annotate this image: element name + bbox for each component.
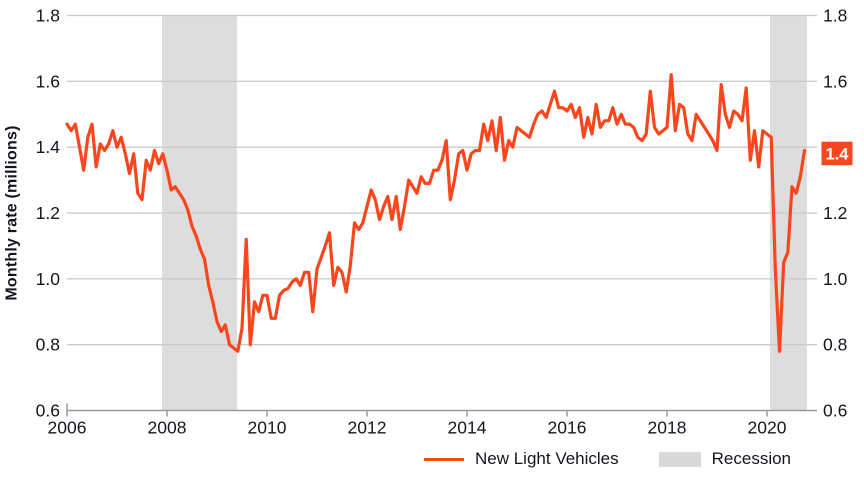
x-tick-label: 2016 <box>548 418 587 438</box>
legend-line-swatch <box>424 457 464 461</box>
y-tick-label-right: 0.8 <box>823 335 847 355</box>
y-tick-label-right: 1.8 <box>823 6 847 26</box>
x-tick-label: 2012 <box>348 418 387 438</box>
series-line <box>65 73 807 353</box>
y-tick-label-left: 0.6 <box>36 401 60 421</box>
x-tick-label: 2014 <box>448 418 487 438</box>
y-tick-label-left: 1.2 <box>36 203 60 223</box>
y-tick-label-right: 1.6 <box>823 71 847 91</box>
legend-series-label: New Light Vehicles <box>475 449 619 468</box>
x-tick-label: 2008 <box>148 418 187 438</box>
legend-recession-swatch <box>658 451 701 467</box>
y-tick-label-left: 0.8 <box>36 335 60 355</box>
y-tick-label-left: 1.0 <box>36 269 61 289</box>
x-tick-label: 2018 <box>648 418 687 438</box>
y-tick-label-right: 0.6 <box>823 401 847 421</box>
x-tick-label: 2010 <box>248 418 287 438</box>
legend: New Light Vehicles Recession <box>424 449 791 469</box>
y-tick-label-right: 1.0 <box>823 269 848 289</box>
x-tick-label: 2020 <box>748 418 787 438</box>
legend-recession-label: Recession <box>711 449 792 468</box>
y-tick-label-left: 1.8 <box>36 6 60 26</box>
y-tick-label-right: 1.2 <box>823 203 847 223</box>
y-tick-label-left: 1.4 <box>36 137 61 157</box>
current-value-text: 1.4 <box>826 146 850 164</box>
y-tick-label-left: 1.6 <box>36 71 60 91</box>
x-tick-label: 2006 <box>48 418 87 438</box>
current-value-box <box>821 141 853 166</box>
